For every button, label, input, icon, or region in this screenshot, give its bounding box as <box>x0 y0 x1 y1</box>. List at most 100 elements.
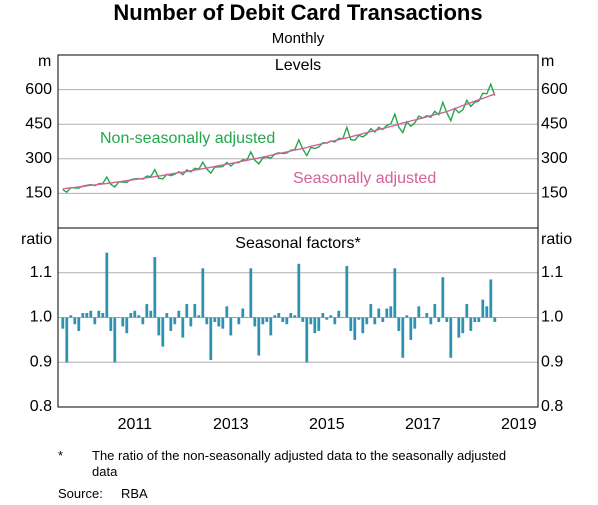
bar <box>417 306 421 318</box>
y-tick-label: 300 <box>541 150 568 167</box>
bar <box>77 317 81 331</box>
bar <box>65 317 69 363</box>
bar <box>381 317 385 322</box>
bar <box>333 317 337 325</box>
y-tick-label: 450 <box>25 115 52 132</box>
bar <box>133 310 137 318</box>
bar <box>269 317 273 336</box>
chart-subtitle: Monthly <box>272 30 325 47</box>
bar <box>189 317 193 327</box>
bar <box>273 315 277 318</box>
bar <box>313 317 317 334</box>
bar <box>329 315 333 318</box>
panel-title: Seasonal factors* <box>235 235 360 252</box>
bar <box>393 268 397 318</box>
bar <box>193 304 197 318</box>
bar <box>389 306 393 318</box>
bar <box>309 317 313 325</box>
bar <box>409 317 413 340</box>
series-label: Seasonally adjusted <box>293 170 436 187</box>
bar <box>201 268 205 318</box>
bar <box>301 317 305 322</box>
bar <box>149 310 153 318</box>
bar <box>453 317 457 318</box>
y-axis-label: ratio <box>541 231 572 248</box>
y-tick-label: 300 <box>25 150 52 167</box>
bar <box>305 317 309 363</box>
bar <box>485 306 489 318</box>
bar <box>109 317 113 331</box>
x-tick-label: 2011 <box>118 416 153 433</box>
bar <box>153 257 157 318</box>
y-tick-label: 600 <box>541 81 568 98</box>
bar <box>361 317 365 334</box>
bar <box>297 263 301 318</box>
y-tick-label: 0.9 <box>30 353 52 370</box>
bar <box>69 315 73 318</box>
bar <box>481 299 485 318</box>
bar <box>89 310 93 318</box>
x-tick-label: 2013 <box>213 416 249 433</box>
bar <box>437 317 441 322</box>
bar <box>433 304 437 318</box>
bar <box>357 317 361 320</box>
bar <box>493 317 497 322</box>
bar <box>265 317 269 322</box>
y-tick-label: 450 <box>541 115 568 132</box>
bar <box>221 317 225 329</box>
y-tick-label: 0.9 <box>541 353 563 370</box>
x-tick-label: 2015 <box>309 416 345 433</box>
bar <box>277 313 281 318</box>
bar <box>377 308 381 318</box>
bar <box>413 317 417 329</box>
bar <box>97 310 101 318</box>
y-tick-label: 150 <box>25 185 52 202</box>
bar <box>425 313 429 318</box>
bar <box>405 315 409 318</box>
bar <box>325 317 329 320</box>
bar <box>373 317 377 325</box>
bar <box>225 306 229 318</box>
bar <box>257 317 261 356</box>
y-axis-label: ratio <box>21 231 52 248</box>
bar <box>137 315 141 318</box>
bar <box>197 315 201 318</box>
bar <box>477 317 481 322</box>
bar <box>461 317 465 334</box>
bar <box>457 317 461 338</box>
bar <box>205 317 209 325</box>
bar <box>445 317 449 322</box>
bar <box>365 317 369 325</box>
bar <box>285 317 289 325</box>
bar <box>253 317 257 327</box>
source-label: Source: <box>58 486 103 501</box>
bar <box>349 317 353 331</box>
bar <box>401 317 405 358</box>
bar <box>429 317 433 325</box>
bar <box>61 317 65 329</box>
bar <box>233 317 237 318</box>
bar <box>213 317 217 322</box>
plot-frame <box>57 54 539 408</box>
bar <box>385 308 389 318</box>
bar <box>441 277 445 318</box>
y-axis-label: m <box>541 53 554 70</box>
bar <box>353 317 357 340</box>
chart-title: Number of Debit Card Transactions <box>113 0 482 25</box>
bar <box>465 304 469 318</box>
line-series <box>62 93 496 190</box>
bar <box>473 317 477 322</box>
x-tick-label: 2017 <box>405 416 441 433</box>
bar <box>317 317 321 331</box>
bar <box>113 317 117 363</box>
bar <box>281 317 285 322</box>
bar <box>321 313 325 318</box>
panel-title: Levels <box>275 57 321 74</box>
y-tick-label: 600 <box>25 81 52 98</box>
bar <box>141 317 145 325</box>
bar <box>157 317 161 336</box>
bar <box>81 313 85 318</box>
footnote-marker: * <box>58 448 64 463</box>
footnote: The ratio of the non-seasonally adjusted… <box>92 448 507 479</box>
